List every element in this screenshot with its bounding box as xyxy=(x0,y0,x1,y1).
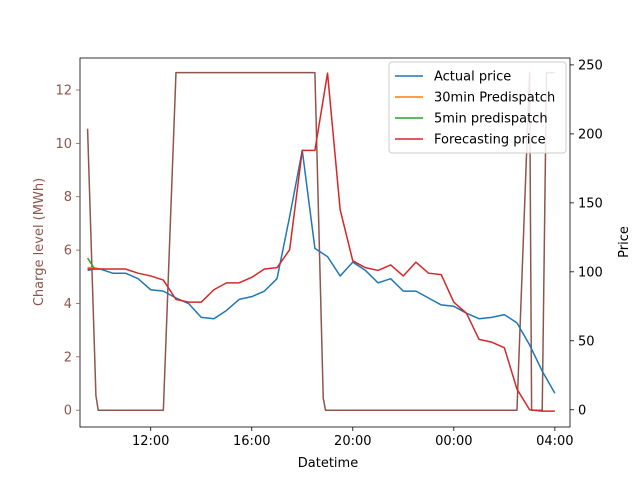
x-axis-label: Datetime xyxy=(298,456,358,471)
right-tick-label: 100 xyxy=(578,265,603,280)
plot-area xyxy=(86,71,556,412)
legend-entry: Actual price xyxy=(434,70,511,85)
legend-frame xyxy=(388,61,567,154)
right-tick-label: 150 xyxy=(578,196,603,211)
right-tick-label: 0 xyxy=(578,403,586,418)
left-tick-label: 0 xyxy=(64,404,72,419)
left-y-axis-label: Charge level (MWh) xyxy=(32,178,47,306)
plot-frame xyxy=(79,57,571,428)
right-tick-label: 200 xyxy=(578,127,603,142)
left-tick-label: 6 xyxy=(64,244,72,259)
legend-entry: 5min predispatch xyxy=(434,112,548,127)
left-tick-label: 2 xyxy=(64,350,72,365)
x-tick-label: 12:00 xyxy=(132,434,169,449)
x-tick-label: 16:00 xyxy=(233,434,270,449)
axes: 12:00 16:00 20:00 00:00 04:00 0 2 4 6 8 10 12 0 50 100… xyxy=(55,57,603,449)
left-tick-label: 10 xyxy=(55,137,72,152)
series-line-3 xyxy=(87,72,555,412)
right-tick-label: 250 xyxy=(578,58,603,73)
right-tick-label: 50 xyxy=(578,334,595,349)
right-y-axis-label: Price xyxy=(617,226,632,258)
left-tick-label: 8 xyxy=(64,190,72,205)
left-tick-label: 12 xyxy=(55,84,72,99)
series-line-2 xyxy=(86,257,95,269)
series-line-0 xyxy=(87,149,556,394)
legend-entry: Forecasting price xyxy=(434,133,546,148)
left-tick-label: 4 xyxy=(64,297,72,312)
charge-level-line xyxy=(86,71,555,411)
x-tick-label: 00:00 xyxy=(435,434,472,449)
legend-entry: 30min Predispatch xyxy=(434,91,555,106)
x-tick-label: 04:00 xyxy=(536,434,573,449)
x-tick-label: 20:00 xyxy=(334,434,371,449)
legend: Actual price 30min Predispatch 5min predis… xyxy=(388,61,567,154)
